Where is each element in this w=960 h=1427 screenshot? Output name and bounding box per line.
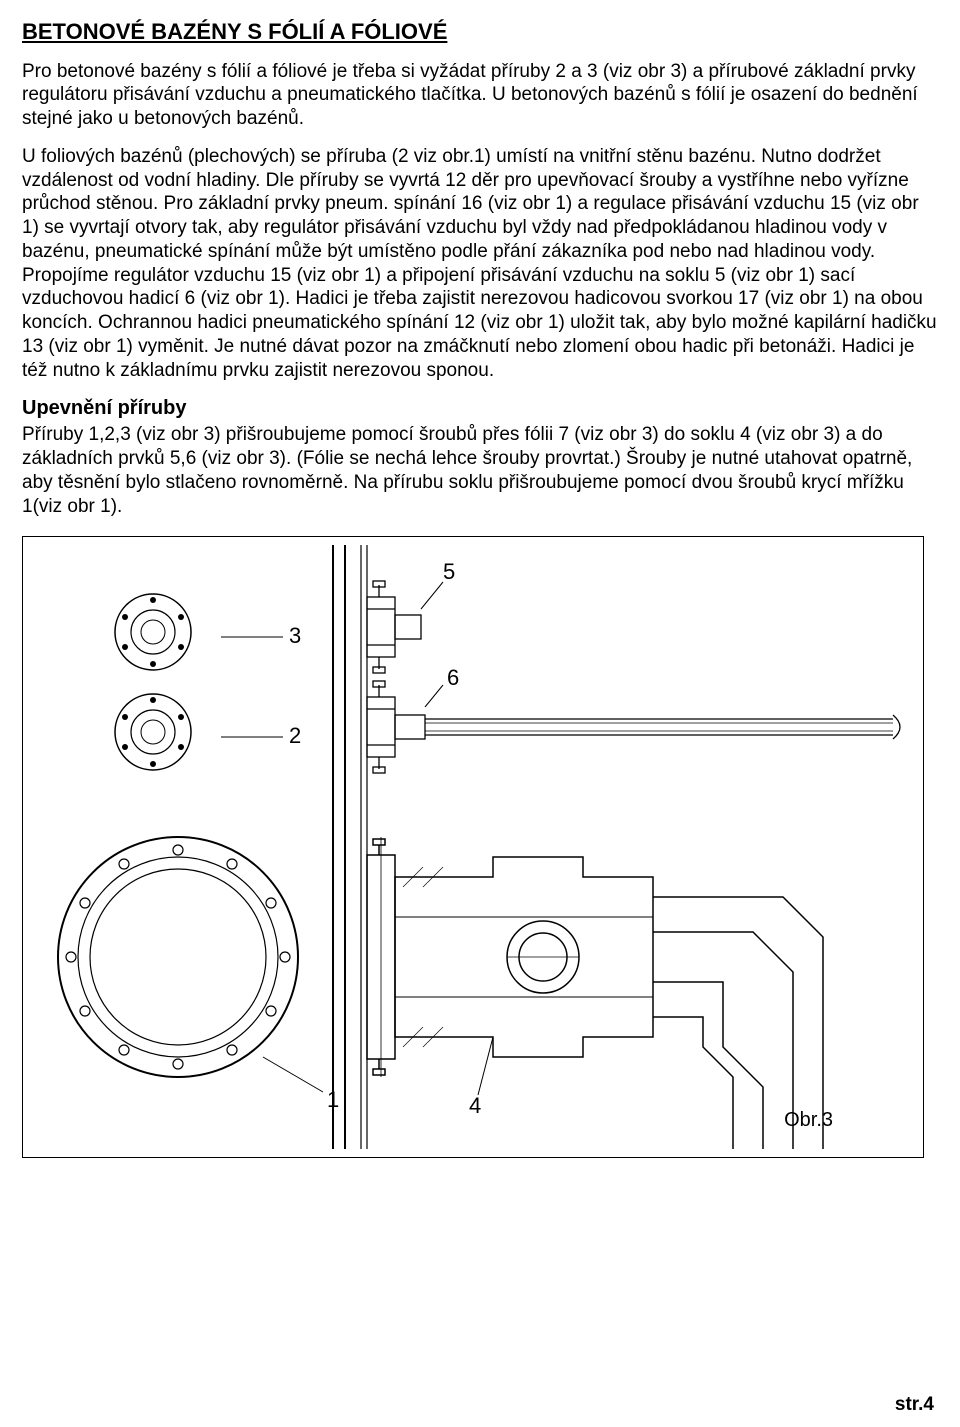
callout-6: 6	[447, 665, 459, 690]
paragraph-3: Příruby 1,2,3 (viz obr 3) přišroubujeme …	[22, 423, 938, 518]
subheading-upevneni: Upevnění příruby	[22, 396, 938, 421]
flange-small-bottom	[115, 694, 191, 770]
flange-large	[58, 837, 298, 1077]
wall-fitting-5	[367, 581, 421, 673]
pipe-6	[367, 681, 900, 773]
callout-5: 5	[443, 559, 455, 584]
callout-3: 3	[289, 623, 301, 648]
socket-4	[367, 837, 823, 1149]
callout-1: 1	[327, 1087, 339, 1112]
figure-3: 3 2 1 5 6 4 Obr.3	[22, 536, 924, 1158]
page-number: str.4	[895, 1393, 934, 1417]
figure-label: Obr.3	[784, 1108, 833, 1133]
page-title: BETONOVÉ BAZÉNY S FÓLIÍ A FÓLIOVÉ	[22, 18, 938, 46]
paragraph-1: Pro betonové bazény s fólií a fóliové je…	[22, 60, 938, 131]
callout-4: 4	[469, 1093, 481, 1118]
callout-2: 2	[289, 723, 301, 748]
figure-3-svg: 3 2 1 5 6 4	[23, 537, 923, 1157]
flange-small-top	[115, 594, 191, 670]
paragraph-2: U foliových bazénů (plechových) se příru…	[22, 145, 938, 383]
